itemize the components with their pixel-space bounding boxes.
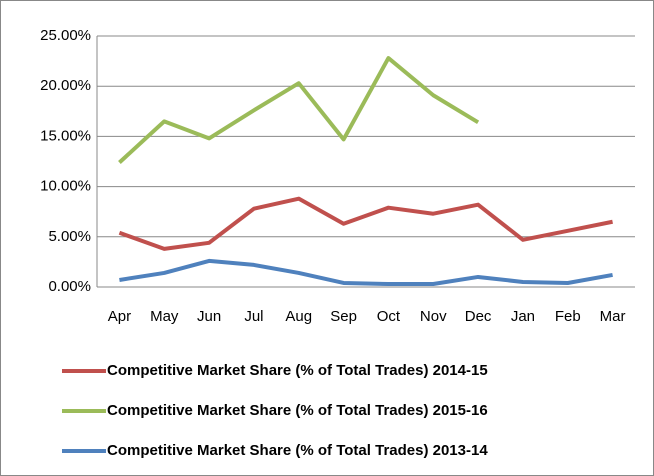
y-tick-label: 5.00%: [48, 228, 91, 245]
x-tick-label: Sep: [330, 308, 357, 325]
y-tick-label: 25.00%: [40, 27, 91, 44]
legend-label: Competitive Market Share (% of Total Tra…: [107, 402, 488, 419]
x-tick-label: Apr: [108, 308, 131, 325]
x-tick-label: Jun: [197, 308, 221, 325]
legend-label: Competitive Market Share (% of Total Tra…: [107, 442, 488, 459]
x-tick-label: Dec: [465, 308, 492, 325]
series-line: [118, 56, 480, 164]
series-line: [118, 196, 613, 251]
x-tick-label: Jan: [511, 308, 535, 325]
x-tick-label: Mar: [600, 308, 626, 325]
y-tick-label: 15.00%: [40, 127, 91, 144]
x-tick-label: Aug: [285, 308, 312, 325]
x-tick-label: Oct: [377, 308, 401, 325]
y-tick-label: 0.00%: [48, 278, 91, 295]
legend-label: Competitive Market Share (% of Total Tra…: [107, 362, 488, 379]
series-line: [119, 258, 613, 286]
y-tick-label: 10.00%: [40, 178, 91, 195]
x-tick-label: Nov: [420, 308, 447, 325]
x-tick-label: May: [150, 308, 179, 325]
x-tick-label: Feb: [555, 308, 581, 325]
x-tick-label: Jul: [244, 308, 263, 325]
y-tick-label: 20.00%: [40, 77, 91, 94]
